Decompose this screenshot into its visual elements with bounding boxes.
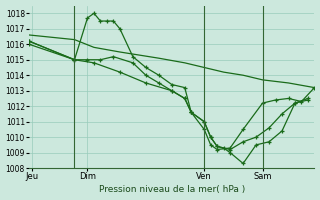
- X-axis label: Pression niveau de la mer( hPa ): Pression niveau de la mer( hPa ): [99, 185, 245, 194]
